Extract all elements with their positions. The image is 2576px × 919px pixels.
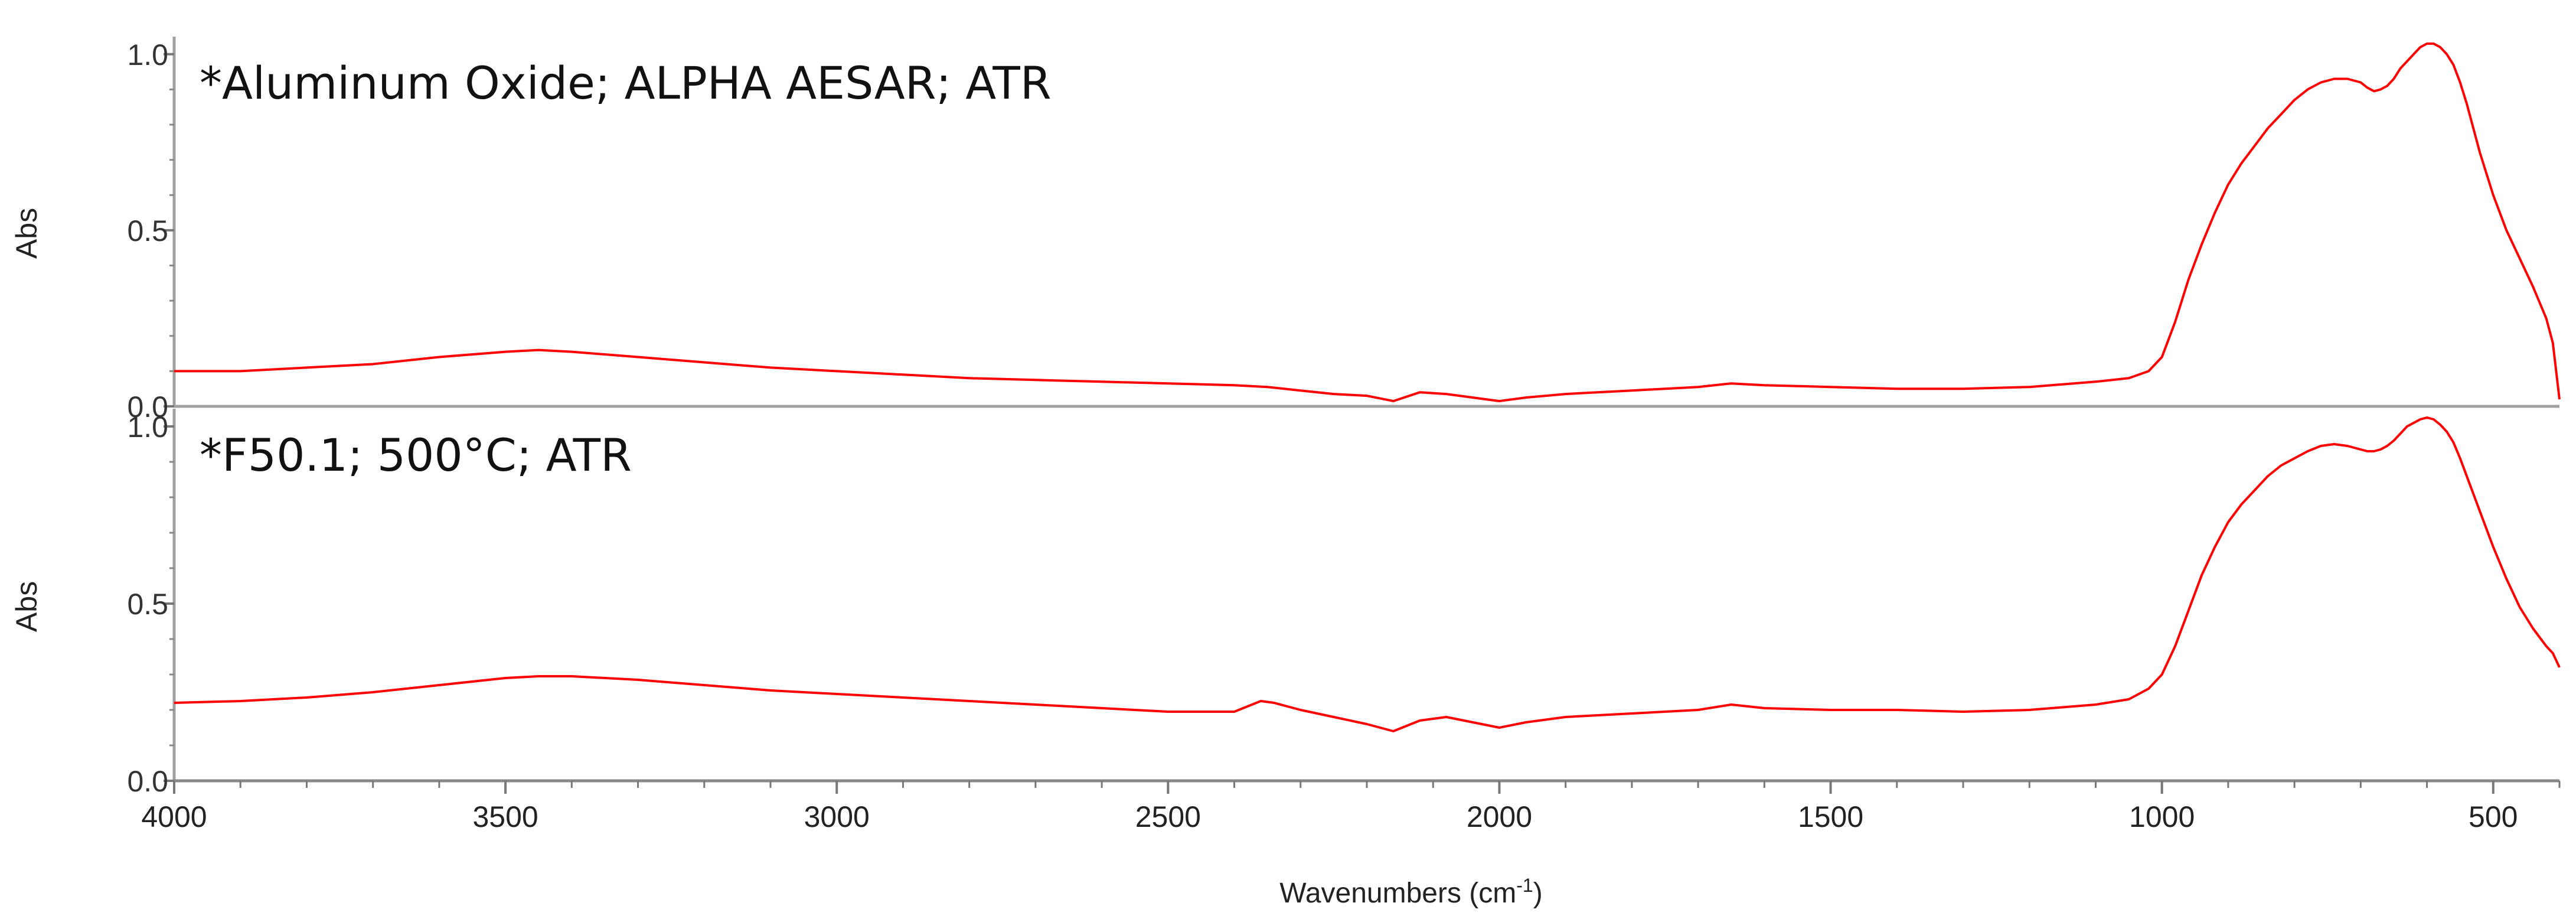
x-axis-label: Wavenumbers (cm-1): [1279, 875, 1542, 909]
x-axis: 4000 3500 3000 2500 2000 1500 1000 500: [141, 779, 2561, 833]
y-tick-label: 1.0: [127, 38, 168, 71]
x-tick-label: 3000: [804, 800, 870, 833]
spectrum-line: [174, 42, 2561, 403]
x-axis-label-superscript: -1: [1516, 875, 1533, 896]
y-axis-label: Abs: [10, 208, 43, 259]
x-tick-label: 500: [2469, 800, 2518, 833]
x-tick-label: 1500: [1798, 800, 1863, 833]
panel-title: *Aluminum Oxide; ALPHA AESAR; ATR: [200, 57, 1052, 109]
y-tick-label: 0.0: [127, 390, 168, 423]
y-tick-label: 0.5: [127, 588, 168, 621]
spectrum-line: [174, 416, 2561, 732]
y-tick-label: 0.5: [127, 214, 168, 247]
x-tick-label: 2000: [1467, 800, 1532, 833]
panel-title: *F50.1; 500°C; ATR: [200, 429, 632, 481]
y-tick-label: 0.0: [127, 765, 168, 798]
x-axis-label-close: ): [1533, 878, 1543, 909]
x-tick-label: 2500: [1135, 800, 1201, 833]
y-tick-label: 1.0: [127, 410, 168, 444]
x-tick-label: 3500: [472, 800, 538, 833]
x-tick-label: 4000: [141, 800, 207, 833]
panel-1: 0.0 0.5 1.0 Abs *Aluminum Oxide; ALPHA AESAR…: [10, 37, 2561, 423]
y-axis-label: Abs: [10, 581, 43, 632]
x-tick-label: 1000: [2129, 800, 2195, 833]
